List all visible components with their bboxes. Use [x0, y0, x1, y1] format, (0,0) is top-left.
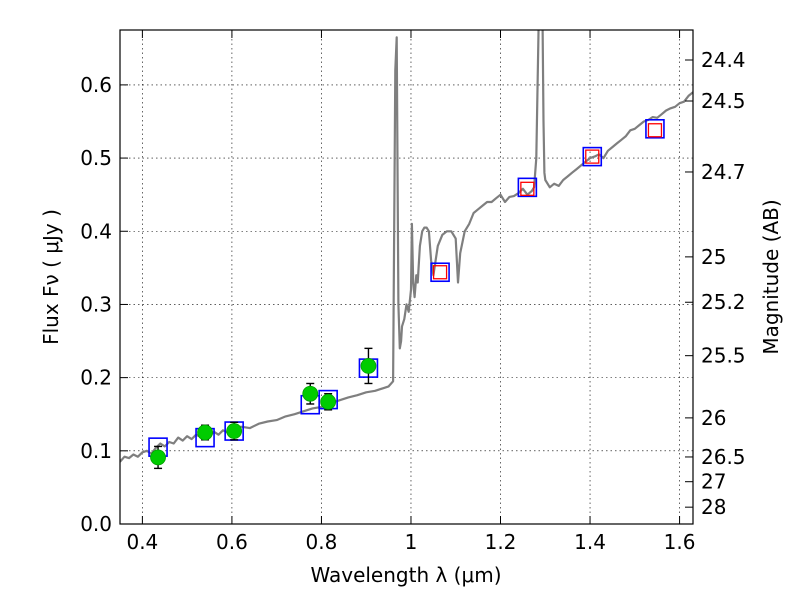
model-square-marker — [430, 262, 450, 283]
x-tick-label: 0.6 — [216, 530, 248, 554]
x-tick-label: 1.2 — [485, 530, 517, 554]
spectrum-layer — [120, 30, 693, 463]
data-point — [360, 358, 377, 374]
y-tick-label: 0.4 — [80, 219, 112, 243]
y-axis-label: Flux Fν ( μJy ) — [39, 209, 63, 345]
y-tick-label: 0.0 — [80, 512, 112, 536]
model-square-marker — [517, 177, 538, 198]
right-tick-label: 25.5 — [701, 344, 746, 368]
right-tick-label: 24.7 — [701, 160, 746, 184]
right-tick-label: 24.5 — [701, 89, 746, 113]
y-tick-label: 0.1 — [80, 439, 112, 463]
tick-layer: 0.4 0.6 0.8 1 1.2 1.4 1.6 0.0 0.1 0.2 0.3 0.4 0.5 0.6… — [80, 30, 746, 554]
right-axis-label: Magnitude (AB) — [759, 199, 783, 354]
data-point — [197, 424, 213, 441]
photometry-square-marker — [432, 265, 448, 280]
x-tick-label: 1.6 — [664, 530, 696, 554]
data-point — [150, 449, 166, 466]
right-tick-label: 25.2 — [701, 290, 746, 314]
grid — [120, 30, 693, 525]
y-tick-label: 0.3 — [80, 292, 112, 316]
photometry-square-marker — [585, 149, 600, 164]
spectrum-line — [120, 30, 693, 463]
x-tick-label: 1 — [405, 530, 418, 554]
right-tick-label: 26.5 — [701, 445, 746, 469]
model-square-marker — [645, 119, 665, 139]
right-tick-label: 27 — [701, 470, 726, 494]
photometry-square-marker — [520, 181, 535, 196]
data-point — [302, 385, 319, 402]
right-tick-label: 26 — [701, 406, 726, 430]
data-point — [320, 393, 337, 410]
y-tick-label: 0.5 — [80, 146, 112, 170]
x-tick-label: 0.4 — [126, 530, 158, 554]
right-tick-label: 28 — [701, 495, 726, 519]
data-point — [226, 423, 243, 439]
x-tick-label: 0.8 — [306, 530, 338, 554]
y-tick-label: 0.6 — [80, 73, 112, 97]
marker-layer — [148, 119, 665, 470]
plot-frame — [119, 29, 694, 525]
right-tick-label: 25 — [701, 245, 726, 269]
model-square-marker — [582, 146, 603, 167]
x-axis-label: Wavelength λ (μm) — [310, 563, 501, 587]
photometry-square-marker — [647, 123, 663, 138]
x-tick-label: 1.4 — [574, 530, 606, 554]
right-tick-label: 24.4 — [701, 48, 746, 72]
y-tick-label: 0.2 — [80, 366, 112, 390]
